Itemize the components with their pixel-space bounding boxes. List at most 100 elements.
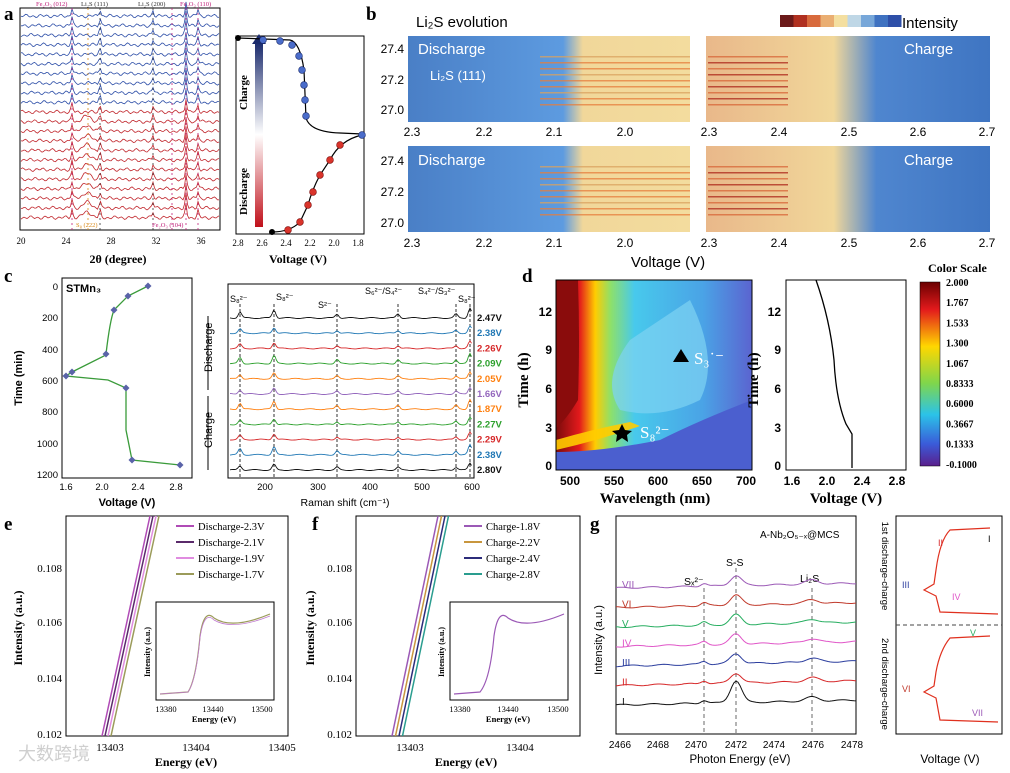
b-streak [708,86,788,88]
c-voltage-point [176,461,184,469]
f-ylabel: Intensity (a.u.) [303,590,317,665]
c-voltage-point [144,282,152,290]
e-spectrum-line [110,515,160,737]
panel-letter-e: e [4,514,12,535]
f-inset-curve [453,613,565,695]
g-right-stage-ii: II [938,538,943,548]
b-streak [708,196,788,198]
d-ytick: 3 [545,421,552,435]
panel-e: Discharge-2.3V Discharge-2.1V Discharge-1.… [11,515,296,769]
d-v-ytick: 6 [774,382,781,396]
xrd-pattern-line [20,77,220,96]
e-spectrum-line [101,515,151,737]
g-xtick: 2470 [685,740,708,751]
b-streak [540,202,690,204]
d-xtick: 600 [648,474,668,488]
b-ytick: 27.4 [381,154,405,168]
b-xtick: 2.0 [617,125,634,139]
raman-peak-label: S₈²⁻ [458,294,476,304]
f-inset-frame [449,601,569,701]
raman-voltage-label: 2.80V [477,465,502,476]
d-rainbow-band [556,422,640,450]
b-colorbar-cell [861,15,875,27]
b-heatmap-discharge-1 [408,36,690,122]
e-legend-entry: Discharge-1.9V [198,554,265,565]
d-v-ytick: 12 [768,305,782,319]
g-xtick: 2466 [609,740,632,751]
d-v-ylabel: Time (h) [746,352,762,407]
e-ytick: 0.108 [37,563,62,575]
xrd-xlabel: 2θ (degree) [89,252,146,266]
d-colorscale-title: Color Scale [928,261,987,275]
a-vtick: 2.8 [232,238,244,248]
c-ytick: 200 [42,313,58,324]
raman-spectrum-line [229,352,472,365]
b-streak [708,92,788,94]
b-streak [540,172,690,174]
b-ytick: 27.2 [381,185,405,199]
xrd-patterns [20,1,220,230]
b-xtick: 2.3 [701,125,718,139]
raman-peak-label: S₄²⁻/S₃²⁻ [418,286,456,296]
g-stage-label: V [622,619,629,630]
xrd-pattern-line [20,20,220,38]
g-right-label-1: 1st discharge-charge [879,522,890,611]
f-xtick: 13403 [396,742,424,754]
b-streak [708,80,788,82]
d-voltage-frame [785,279,907,471]
f-inset-xlabel: Energy (eV) [486,714,530,724]
c-ytick: 0 [53,282,58,293]
e-inset-xtick: 13380 [155,704,176,714]
b-heatmap-charge-2 [706,146,990,232]
b-streak [540,68,690,70]
panel-a-xrd: Fe₂O₃ (012) Li₂S (111) Li₂S (200) Fe₂O₃ … [17,1,366,266]
e-xtick: 13405 [268,742,296,754]
b-streak [708,74,788,76]
c-ylabel: Time (min) [13,350,25,406]
xrd-pattern-line [20,49,220,67]
b-streak [540,56,690,58]
xrd-pattern-line [20,116,220,134]
b-streak [540,86,690,88]
g-spectrum-line [615,633,857,648]
b-xtick: 2.4 [771,236,788,250]
raman-peak-label: S₆²⁻/S₄²⁻ [365,286,403,296]
d-s3-marker [673,349,689,362]
d-colorscale-tick: 2.000 [946,278,969,289]
a-voltage-point [295,52,303,60]
b-xtick: 2.7 [979,236,996,250]
e-inset-xtick: 13500 [251,704,272,714]
g-right-label-2: 2nd discharge-charge [879,638,890,730]
b-xtick: 2.1 [546,125,563,139]
b-peak-label: Li₂S (111) [430,68,486,83]
panel-letter-b: b [366,4,377,25]
e-legend-entry: Discharge-2.1V [198,538,265,549]
raman-spectrum-line [229,416,472,426]
b-heatmap-discharge-2 [408,146,690,232]
d-v-xtick: 2.8 [889,474,906,488]
g-spectrum-line [615,575,856,589]
c-voltage-point [122,384,130,392]
b-discharge-label-1: Discharge [418,41,486,58]
xrd-label-fe2o3-104: Fe₂O₃ (104) [152,222,183,229]
f-spectrum-line [394,515,443,737]
raman-xtick: 400 [362,482,378,493]
g-right-stage-v: V [970,628,976,638]
e-legend: Discharge-2.3V Discharge-2.1V Discharge-1.… [176,522,265,581]
c-xtick: 1.6 [59,482,72,493]
d-v-ytick: 9 [774,343,781,357]
watermark: 大数跨境 [18,744,90,764]
b-streak [540,104,690,106]
d-colorscale-tick: 0.8333 [946,379,974,390]
e-inset-xlabel: Energy (eV) [192,714,236,724]
c-xlabel: Voltage (V) [99,497,156,509]
a-voltage-point [296,218,304,226]
a-voltage-point [309,188,317,196]
d-colorscale-tick: 0.6000 [946,399,974,410]
e-spectrum-line [104,515,154,737]
f-spectrum-line [401,515,450,737]
panel-letter-f: f [312,514,319,535]
a-vtick: 2.4 [280,238,292,248]
xrd-pattern-line [20,157,220,172]
